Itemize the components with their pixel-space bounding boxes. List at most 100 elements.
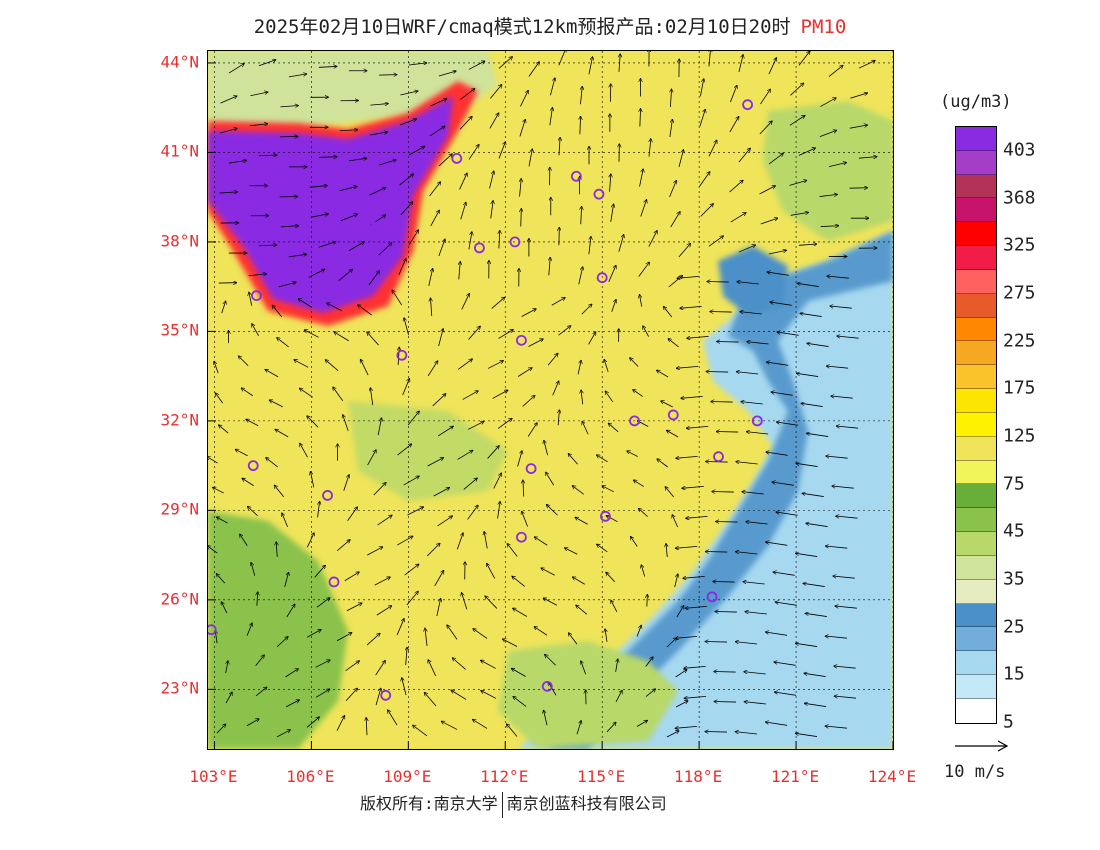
wind-arrow — [219, 192, 238, 193]
colorbar-label: 325 — [1003, 234, 1036, 256]
colorbar-swatch — [956, 412, 996, 437]
wind-arrow — [803, 583, 825, 587]
wind-arrow — [438, 154, 452, 167]
wind-arrow — [710, 312, 732, 313]
colorbar-swatch — [956, 389, 996, 413]
wind-arrow — [506, 724, 518, 737]
wind-arrow — [406, 647, 407, 666]
wind-arrow — [438, 329, 444, 347]
colorbar-label: 368 — [1003, 187, 1036, 209]
title-species: PM10 — [800, 16, 847, 38]
wind-arrow — [430, 210, 440, 227]
wind-arrow — [606, 516, 618, 523]
wind-arrow — [472, 719, 488, 729]
copyright: 版权所有:南京大学 南京创蓝科技有限公司 — [360, 790, 667, 818]
wind-arrow — [499, 230, 500, 249]
wind-arrow — [430, 99, 446, 107]
colorbar-swatch — [956, 532, 996, 556]
wind-arrow — [304, 330, 319, 338]
wind-arrow — [315, 660, 330, 668]
wind-arrow — [215, 393, 224, 404]
wind-arrow — [502, 639, 518, 647]
wind-arrow — [314, 565, 326, 578]
colorbar-label: 75 — [1003, 473, 1025, 495]
wind-arrow — [427, 458, 444, 467]
wind-arrow — [636, 625, 641, 637]
wind-arrow — [225, 661, 228, 674]
wind-arrow — [678, 150, 684, 168]
colorbar-swatch — [956, 484, 996, 509]
wind-arrow — [827, 276, 849, 279]
wind-arrow — [804, 673, 826, 677]
wind-arrow — [744, 672, 766, 675]
wind-arrow — [299, 388, 313, 398]
wind-arrow — [298, 299, 312, 308]
wind-arrow — [805, 613, 827, 617]
city-marker — [208, 624, 217, 636]
wind-arrow — [408, 146, 425, 156]
city-marker — [396, 349, 408, 361]
wind-arrow — [249, 292, 253, 306]
wind-arrow — [528, 62, 539, 77]
wind-arrow — [713, 582, 735, 583]
wind-arrow — [766, 452, 788, 456]
wind-arrow — [572, 577, 585, 585]
wind-arrow — [676, 455, 698, 458]
wind-arrow — [246, 623, 252, 636]
wind-arrow — [716, 432, 739, 433]
colorbar-swatch — [956, 627, 996, 652]
wind-arrow — [597, 544, 608, 553]
wind-arrow — [735, 732, 758, 735]
colorbar-label: 25 — [1003, 616, 1025, 638]
wind-arrow — [836, 426, 859, 429]
wind-arrow — [708, 140, 717, 157]
wind-arrow — [834, 696, 857, 699]
wind-arrow — [441, 721, 458, 730]
wind-arrow — [376, 606, 392, 616]
wind-arrow — [282, 513, 288, 528]
wind-arrow — [317, 501, 320, 518]
wind-arrow — [828, 163, 847, 167]
wind-arrow — [699, 172, 710, 187]
wind-arrow — [318, 66, 337, 67]
wind-arrow — [639, 169, 644, 187]
wind-arrow — [717, 342, 739, 343]
wind-arrow — [766, 542, 788, 546]
wind-arrow — [541, 568, 555, 576]
wind-arrow — [681, 395, 703, 398]
wind-arrow — [714, 672, 736, 673]
wind-arrow — [288, 74, 307, 78]
wind-arrow — [580, 86, 582, 105]
wind-arrow — [522, 511, 528, 527]
wind-arrow — [588, 332, 596, 345]
colorbar-swatch — [956, 127, 996, 151]
wind-arrow — [528, 339, 544, 347]
wind-arrow — [511, 668, 526, 677]
wind-arrow — [240, 534, 248, 546]
wind-arrow — [275, 429, 289, 438]
wind-arrow — [307, 416, 319, 428]
wind-arrow — [831, 396, 853, 399]
wind-arrow — [513, 696, 527, 707]
chart-title: 2025年02月10日WRF/cmaq模式12km预报产品:02月10日20时 P… — [0, 12, 1100, 39]
wind-arrow — [473, 629, 488, 639]
wind-arrow — [826, 366, 849, 369]
wind-arrow — [221, 602, 228, 614]
wind-arrow — [546, 472, 555, 486]
wind-arrow — [544, 440, 549, 456]
wind-arrow — [247, 506, 258, 517]
wind-arrow — [433, 488, 450, 497]
wind-arrow — [343, 475, 349, 491]
lat-label: 26°N — [160, 589, 199, 609]
wind-arrow — [639, 508, 648, 517]
wind-arrow — [686, 515, 708, 518]
wind-arrow — [797, 283, 819, 287]
wind-arrow — [437, 516, 453, 527]
wind-arrow — [375, 688, 381, 706]
wind-arrow — [402, 678, 407, 696]
wind-arrow — [738, 245, 756, 253]
wind-arrow — [235, 449, 248, 457]
colorbar-swatch — [956, 436, 996, 461]
lon-label: 121°E — [770, 767, 820, 786]
wind-arrow — [700, 204, 714, 217]
